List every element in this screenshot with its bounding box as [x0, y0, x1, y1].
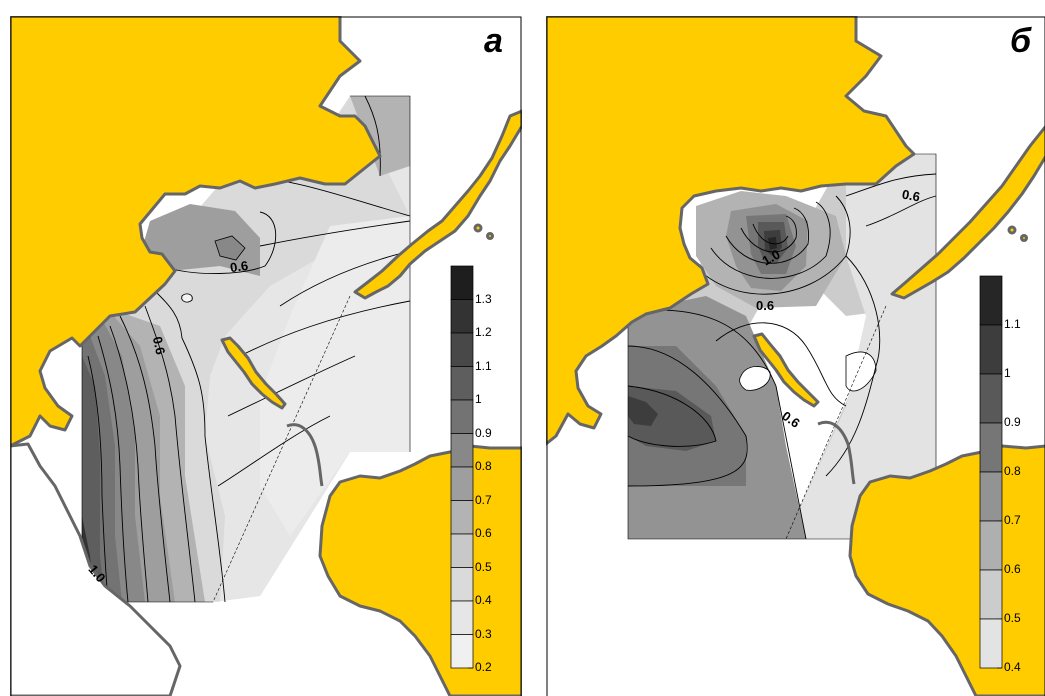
- colorbar-tick-label: 0.6: [475, 526, 492, 540]
- colorbar-b: [979, 275, 1003, 669]
- colorbar-swatch: [450, 466, 474, 501]
- colorbar-tick-label: 1: [475, 392, 482, 406]
- colorbar-swatch: [450, 567, 474, 602]
- colorbar-swatch: [450, 299, 474, 334]
- colorbar-swatch: [979, 324, 1003, 375]
- colorbar-tick-label: 0.9: [475, 425, 492, 440]
- frame-a: [10, 16, 522, 696]
- panel-label-a: а: [484, 22, 503, 60]
- panel-label-b: б: [1010, 22, 1032, 60]
- colorbar-swatch: [979, 520, 1003, 571]
- colorbar-tick-label: 0.3: [475, 626, 492, 641]
- map-panel-b: б 0.6 1.0 0.6 0.6 1.1 1 0.9 0.8 0.7 0.6 0.5 0.4: [546, 16, 1045, 696]
- colorbar-tick-label: 0.6: [1004, 562, 1021, 576]
- colorbar-swatch: [450, 600, 474, 635]
- colorbar-tick-label: 0.8: [475, 459, 492, 473]
- colorbar-tick-label: 0.5: [475, 559, 492, 574]
- colorbar-tick-label: 0.7: [1004, 513, 1021, 527]
- colorbar-tick-label: 1: [1004, 366, 1011, 380]
- colorbar-swatch: [979, 275, 1003, 326]
- contour-field-a: [81, 95, 411, 603]
- colorbar-tick-label: 1.1: [1004, 317, 1021, 331]
- colorbar-tick-label: 0.7: [475, 492, 492, 507]
- colorbar-swatch: [450, 265, 474, 300]
- frame-b: [546, 16, 1045, 696]
- colorbar-tick-label: 1.1: [475, 358, 492, 373]
- isoline-label: 0.6: [900, 186, 922, 205]
- colorbar-tick-label: 0.9: [1004, 415, 1021, 429]
- colorbar-swatch: [979, 373, 1003, 424]
- colorbar-swatch: [450, 433, 474, 468]
- isoline-label: 0.6: [756, 298, 775, 313]
- colorbar-swatch: [979, 422, 1003, 473]
- colorbar-tick-label: 0.5: [1004, 611, 1021, 625]
- colorbar-tick-label: 1.2: [475, 325, 492, 339]
- colorbar-swatch: [450, 533, 474, 568]
- map-panel-a: а 0.6 0.6 1.0 1.3 1.2 1.1 1 0.9 0.8 0.7 0.6 0.5 0…: [10, 16, 522, 696]
- colorbar-swatch: [450, 366, 474, 401]
- colorbar-tick-label: 0.8: [1004, 464, 1021, 478]
- colorbar-swatch: [450, 634, 474, 669]
- colorbar-swatch: [450, 399, 474, 434]
- colorbar-a: [450, 265, 474, 669]
- map-canvas-a: [10, 16, 522, 696]
- colorbar-tick-label: 1.3: [475, 291, 492, 306]
- colorbar-tick-label: 0.2: [475, 660, 492, 674]
- colorbar-tick-label: 0.4: [475, 593, 492, 607]
- colorbar-swatch: [979, 618, 1003, 669]
- colorbar-swatch: [979, 471, 1003, 522]
- colorbar-swatch: [450, 500, 474, 535]
- land-b: [546, 16, 1045, 696]
- colorbar-tick-label: 0.4: [1004, 660, 1021, 674]
- colorbar-swatch: [979, 569, 1003, 620]
- isoline-label: 0.6: [229, 257, 250, 276]
- map-canvas-b: [546, 16, 1045, 696]
- colorbar-swatch: [450, 332, 474, 367]
